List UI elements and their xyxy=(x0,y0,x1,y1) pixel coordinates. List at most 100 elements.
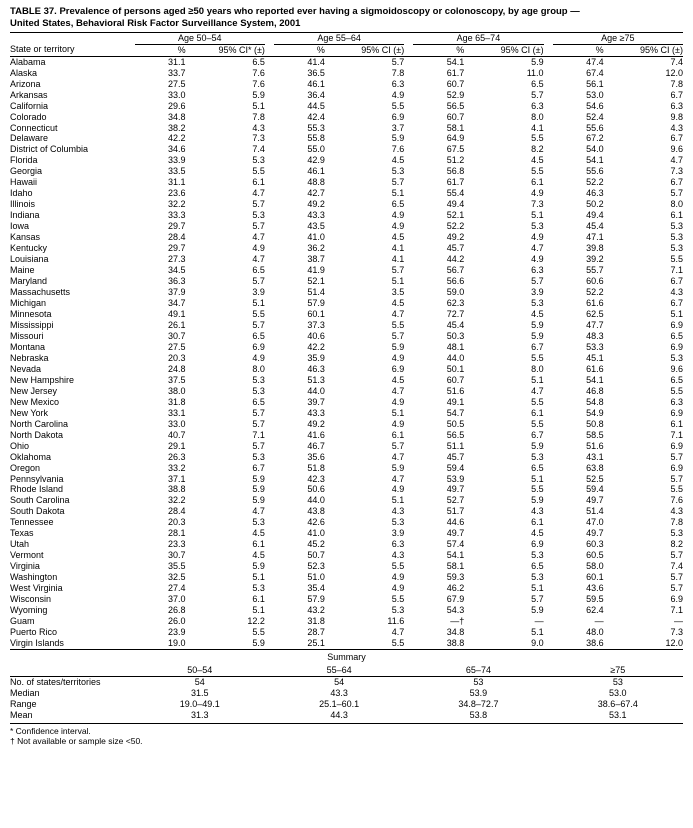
pct-cell: 51.1 xyxy=(413,441,464,452)
table-row: New Mexico31.86.539.74.949.15.554.86.3 xyxy=(10,397,683,408)
table-row: Pennsylvania37.15.942.34.753.95.152.55.7 xyxy=(10,474,683,485)
ci-cell: 7.4 xyxy=(186,144,265,155)
pct-cell: 31.8 xyxy=(274,616,325,627)
state-cell: South Carolina xyxy=(10,495,135,506)
pct-cell: 37.3 xyxy=(274,320,325,331)
ci-cell: 3.9 xyxy=(186,287,265,298)
table-row: Indiana33.35.343.34.952.15.149.46.1 xyxy=(10,210,683,221)
ci-cell: 5.1 xyxy=(325,188,404,199)
pct-cell: 32.5 xyxy=(135,572,186,583)
ci-cell: 5.3 xyxy=(604,528,683,539)
table-row: Missouri30.76.540.65.750.35.948.36.5 xyxy=(10,331,683,342)
ci-cell: 6.7 xyxy=(604,177,683,188)
ci-cell: 4.9 xyxy=(464,254,543,265)
ci-cell: 6.7 xyxy=(604,276,683,287)
table-row: West Virginia27.45.335.44.946.25.143.65.… xyxy=(10,583,683,594)
ci-cell: 4.7 xyxy=(186,254,265,265)
ci-cell: 5.7 xyxy=(186,408,265,419)
pct-cell: 59.4 xyxy=(553,484,604,495)
age-group-3: Age ≥75 xyxy=(553,32,683,44)
age-group-1: Age 55–64 xyxy=(274,32,404,44)
ci-cell: 4.7 xyxy=(325,452,404,463)
pct-cell: 27.5 xyxy=(135,342,186,353)
table-row: Delaware42.27.355.85.964.95.567.26.7 xyxy=(10,133,683,144)
pct-cell: 33.0 xyxy=(135,90,186,101)
pct-cell: 48.0 xyxy=(553,627,604,638)
ci-cell: 6.3 xyxy=(604,101,683,112)
pct-cell: 55.7 xyxy=(553,265,604,276)
pct-cell: 38.7 xyxy=(274,254,325,265)
ci-cell: 5.7 xyxy=(604,583,683,594)
pct-cell: 52.2 xyxy=(413,221,464,232)
table-row: California29.65.144.55.556.56.354.66.3 xyxy=(10,101,683,112)
pct-cell: 37.9 xyxy=(135,287,186,298)
table-row: New Jersey38.05.344.04.751.64.746.85.5 xyxy=(10,386,683,397)
pct-cell: 28.4 xyxy=(135,232,186,243)
pct-cell: 38.8 xyxy=(135,484,186,495)
ci-cell: 5.5 xyxy=(464,484,543,495)
pct-cell: 34.8 xyxy=(135,112,186,123)
pct-cell: 56.6 xyxy=(413,276,464,287)
ci-cell: 4.9 xyxy=(325,572,404,583)
ci-cell: 11.0 xyxy=(464,68,543,79)
table-row: South Dakota28.44.743.84.351.74.351.44.3 xyxy=(10,506,683,517)
table-row: New Hampshire37.55.351.34.560.75.154.16.… xyxy=(10,375,683,386)
ci-cell: 5.3 xyxy=(464,572,543,583)
pct-cell: 35.5 xyxy=(135,561,186,572)
pct-cell: 47.0 xyxy=(553,517,604,528)
ci-cell: 5.9 xyxy=(186,90,265,101)
pct-cell: 37.0 xyxy=(135,594,186,605)
ci-cell: 4.5 xyxy=(464,309,543,320)
state-cell: Puerto Rico xyxy=(10,627,135,638)
table-row: Wisconsin37.06.157.95.567.95.759.56.9 xyxy=(10,594,683,605)
ci-cell: 5.1 xyxy=(464,474,543,485)
ci-cell: 6.1 xyxy=(186,539,265,550)
ci-cell: 4.7 xyxy=(604,155,683,166)
state-cell: Georgia xyxy=(10,166,135,177)
pct-cell: 34.6 xyxy=(135,144,186,155)
summary-value-cell: 53.8 xyxy=(413,710,543,723)
ci-cell: 7.8 xyxy=(604,517,683,528)
ci-cell: 6.3 xyxy=(464,265,543,276)
pct-cell: 35.9 xyxy=(274,353,325,364)
ci-cell: 4.9 xyxy=(325,90,404,101)
pct-cell: 60.3 xyxy=(553,539,604,550)
pct-cell: 54.1 xyxy=(413,56,464,67)
ci-cell: 6.1 xyxy=(186,177,265,188)
pct-cell: 49.4 xyxy=(413,199,464,210)
table-row: Vermont30.74.550.74.354.15.360.55.7 xyxy=(10,550,683,561)
pct-cell: 46.2 xyxy=(413,583,464,594)
pct-cell: 42.4 xyxy=(274,112,325,123)
ci-cell: 5.5 xyxy=(604,484,683,495)
ci-cell: 5.5 xyxy=(325,561,404,572)
pct-cell: 51.6 xyxy=(413,386,464,397)
ci-cell: 4.3 xyxy=(604,506,683,517)
ci-cell: 4.5 xyxy=(325,155,404,166)
pct-cell: 33.0 xyxy=(135,419,186,430)
summary-value-cell: 43.3 xyxy=(274,688,404,699)
pct-cell: 34.7 xyxy=(135,298,186,309)
ci-cell: 5.7 xyxy=(186,320,265,331)
ci-cell: 5.5 xyxy=(325,638,404,649)
state-cell: Kentucky xyxy=(10,243,135,254)
table-row: Kentucky29.74.936.24.145.74.739.85.3 xyxy=(10,243,683,254)
pct-cell: 61.7 xyxy=(413,68,464,79)
pct-cell: 47.7 xyxy=(553,320,604,331)
table-row: Louisiana27.34.738.74.144.24.939.25.5 xyxy=(10,254,683,265)
ci-cell: 5.7 xyxy=(604,550,683,561)
summary-value-cell: 53.1 xyxy=(553,710,683,723)
state-cell: New Jersey xyxy=(10,386,135,397)
ci-cell: 7.3 xyxy=(604,166,683,177)
pct-cell: 50.2 xyxy=(553,199,604,210)
pct-cell: 29.1 xyxy=(135,441,186,452)
ci-cell: 6.1 xyxy=(464,408,543,419)
summary-value-cell: 44.3 xyxy=(274,710,404,723)
ci-cell: 4.5 xyxy=(186,550,265,561)
pct-cell: 43.3 xyxy=(274,210,325,221)
pct-cell: 30.7 xyxy=(135,550,186,561)
pct-cell: 31.8 xyxy=(135,397,186,408)
ci-cell: 6.9 xyxy=(604,408,683,419)
pct-cell: 49.2 xyxy=(274,419,325,430)
summary-value-cell: 31.5 xyxy=(135,688,265,699)
ci-cell: 5.5 xyxy=(325,101,404,112)
